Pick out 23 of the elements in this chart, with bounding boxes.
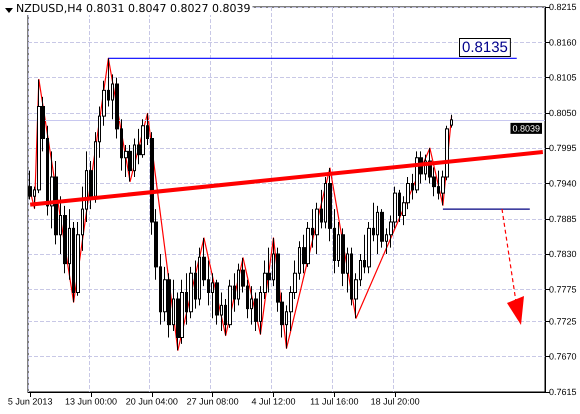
y-tick-label: 0.7725	[549, 316, 577, 326]
x-tick-label: 11 Jul 16:00	[310, 396, 358, 406]
y-tick-label: 0.7830	[549, 249, 577, 260]
y-tick-label: 0.8160	[549, 37, 577, 48]
y-tick-label: 0.7670	[549, 352, 577, 362]
y-tick-label: 0.7995	[549, 143, 577, 154]
x-tick-label: 4 Jul 12:00	[251, 396, 296, 406]
annotation: 0.8135	[462, 39, 508, 56]
y-tick-label: 0.8105	[549, 72, 577, 83]
y-tick-label: 0.8215	[549, 2, 577, 12]
x-tick-label: 18 Jul 20:00	[370, 396, 420, 406]
x-tick-label: 5 Jun 2013	[8, 396, 52, 406]
y-tick-label: 0.8050	[549, 108, 577, 118]
y-tick-label: 0.7885	[549, 214, 577, 224]
candlestick	[450, 114, 453, 128]
y-tick-label: 0.7775	[549, 284, 577, 294]
x-tick-label: 13 Jun 00:00	[64, 396, 118, 406]
y-tick-label: 0.7615	[549, 387, 577, 397]
y-tick-label: 0.7940	[549, 178, 577, 188]
x-tick-label: 27 Jun 08:00	[186, 396, 239, 406]
x-tick-label: 20 Jun 04:00	[126, 396, 178, 406]
chart-title: NZDUSD,H4 0.8031 0.8047 0.8027 0.8039	[16, 2, 250, 15]
ref-line-label: 0.8039	[512, 123, 540, 134]
